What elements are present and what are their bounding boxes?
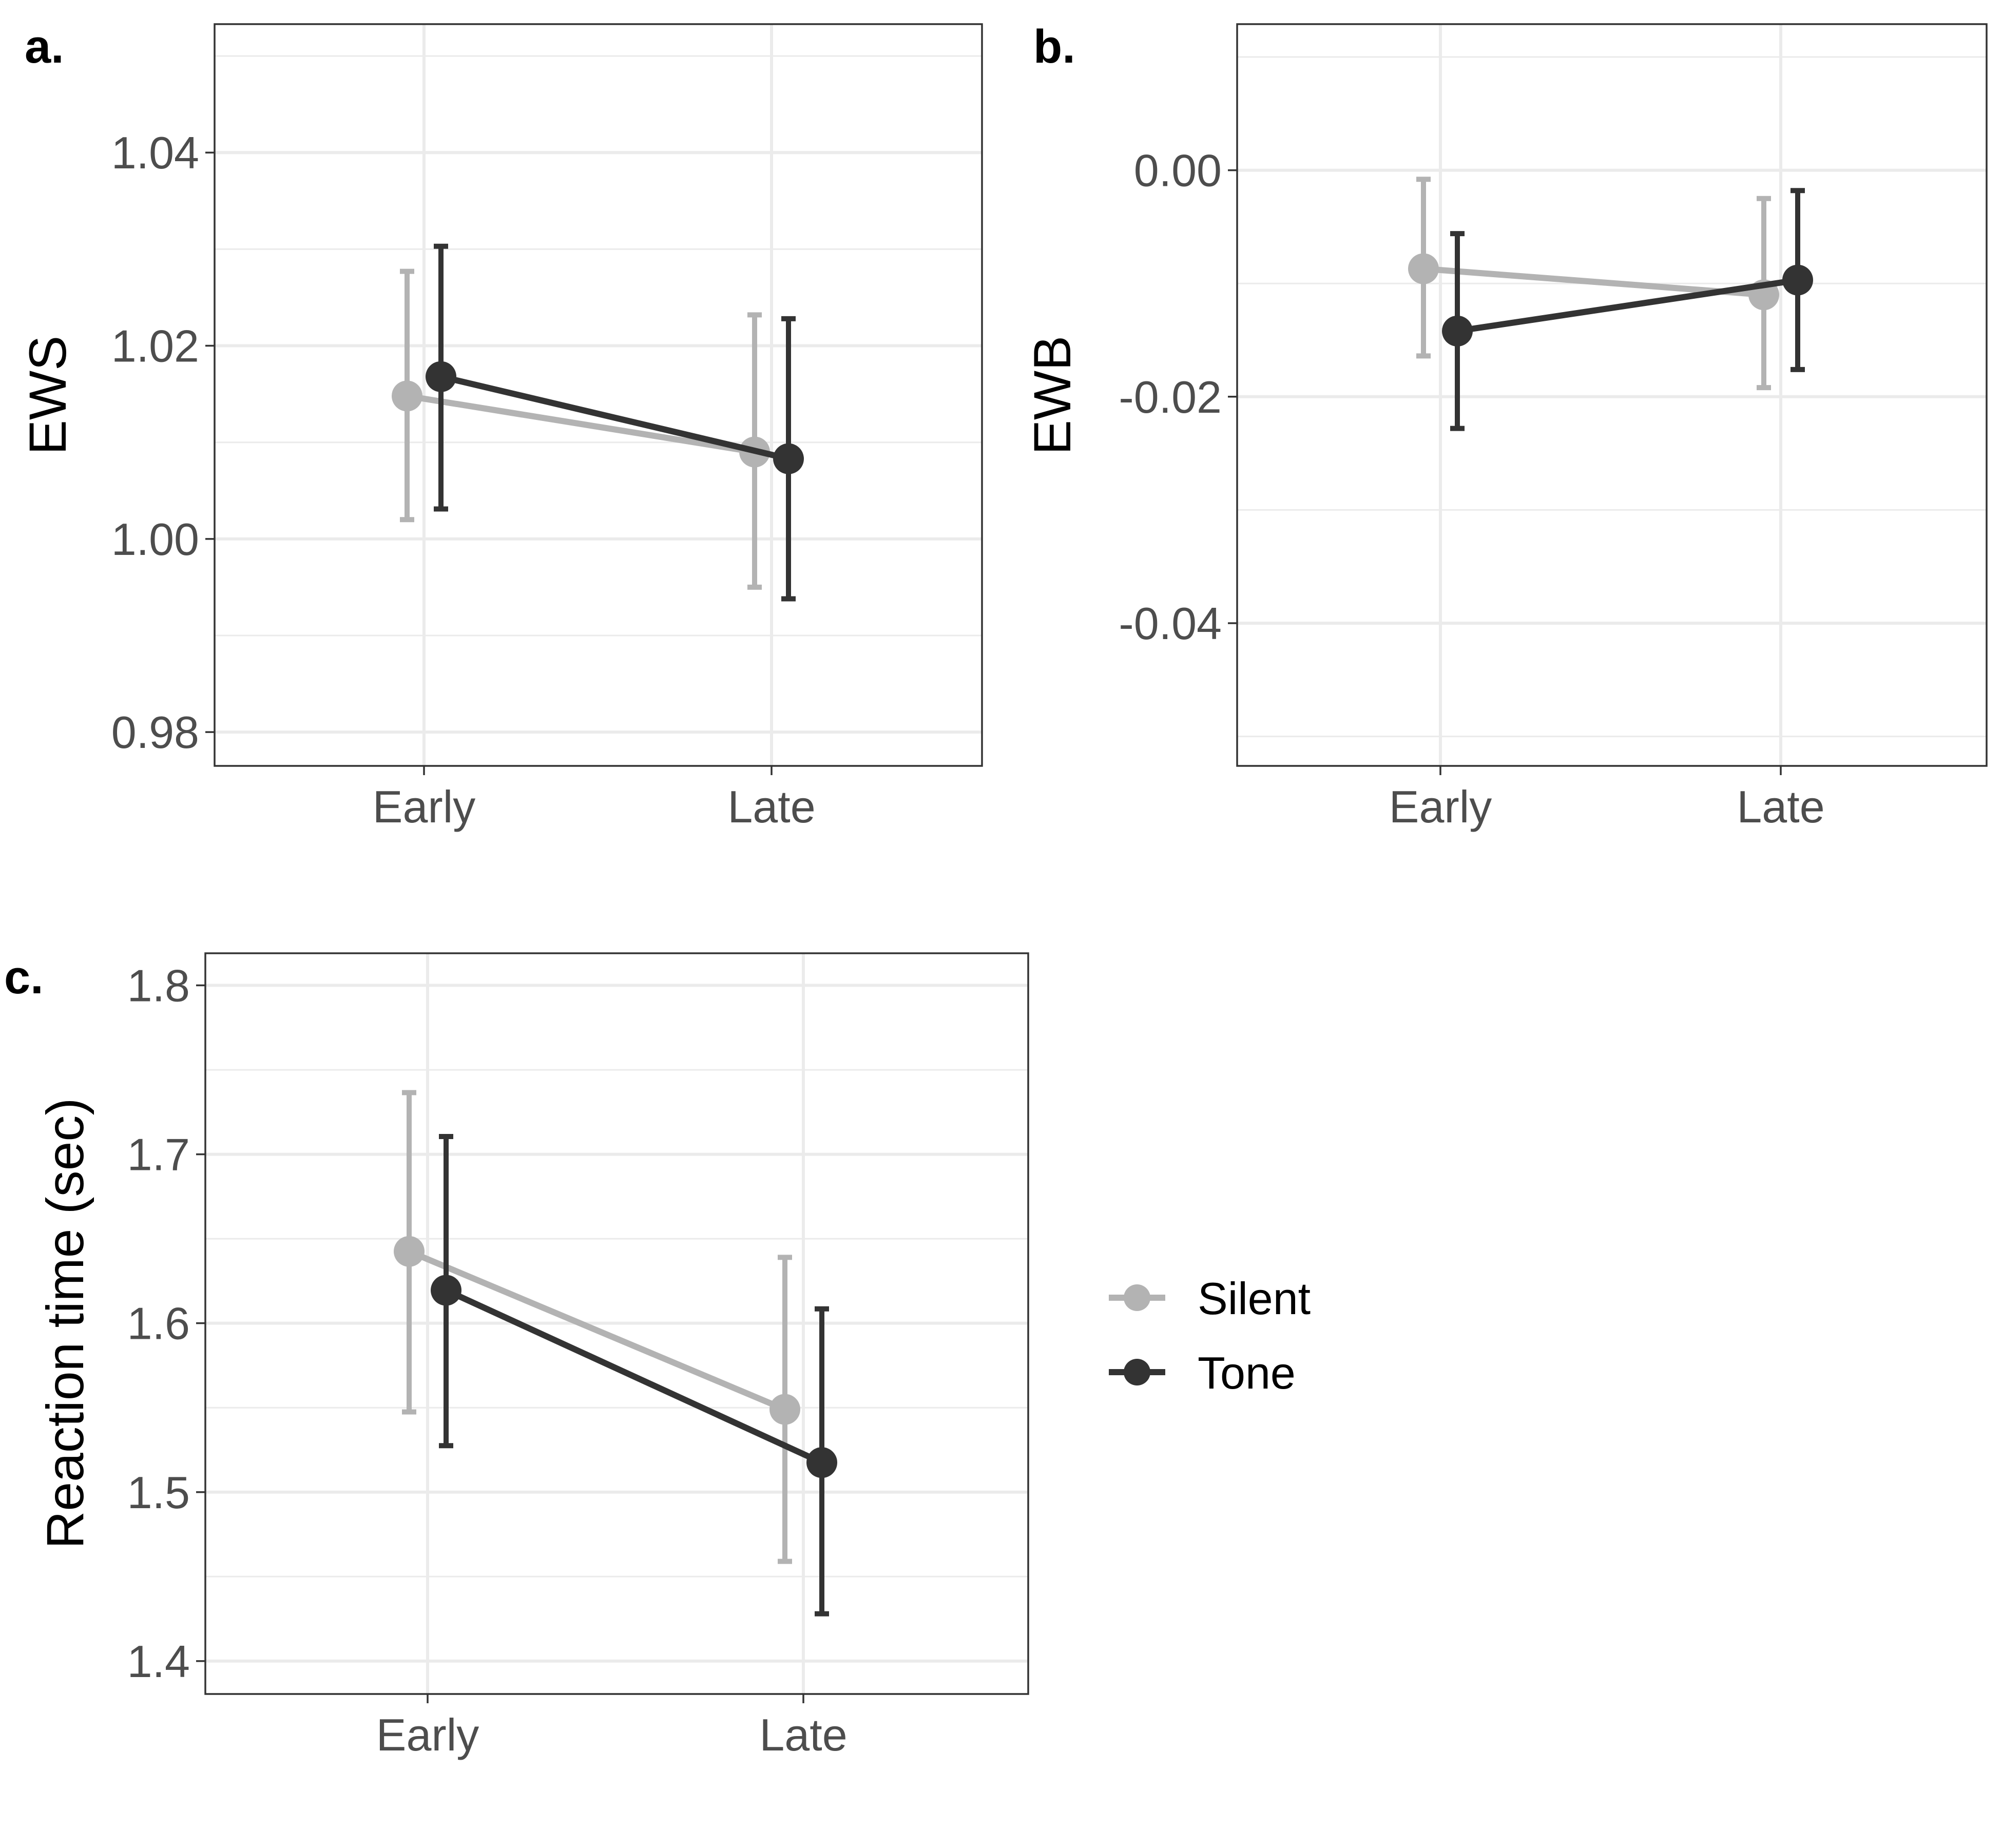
- legend-item-silent: Silent: [1109, 1273, 1311, 1324]
- panel-b-line-tone: [1457, 277, 1798, 334]
- panel-c-series: [394, 1090, 837, 1616]
- panel-c-point-tone: [431, 1275, 461, 1306]
- panel-a: a. 0.98 1.00 1.02 1.04 Early Late EWS: [18, 21, 983, 832]
- panel-c-point-silent: [769, 1394, 800, 1425]
- panel-a-y-tick-label: 1.04: [111, 127, 199, 178]
- panel-c-y-tick-label: 1.7: [127, 1129, 190, 1180]
- panel-b-point-silent: [1408, 253, 1439, 284]
- panel-a-point-tone: [773, 443, 804, 474]
- panel-a-line-silent: [407, 393, 755, 455]
- panel-a-background: [215, 24, 982, 766]
- panel-a-y-tick-label: 0.98: [111, 707, 199, 758]
- panel-a-letter: a.: [25, 21, 64, 73]
- panel-b-y-axis: -0.04 -0.02 0.00: [1119, 145, 1237, 649]
- panel-a-y-axis-title: EWS: [18, 336, 77, 455]
- panel-b-line-silent: [1423, 265, 1764, 298]
- panel-a-point-silent: [392, 380, 422, 412]
- panel-c-x-tick-label: Early: [376, 1709, 479, 1760]
- panel-a-series: [392, 243, 804, 602]
- panel-b-x-axis: Early Late: [1389, 766, 1825, 832]
- panel-b-x-tick-label: Late: [1737, 781, 1824, 832]
- panel-b-y-axis-title: EWB: [1023, 336, 1082, 455]
- panel-c-y-tick-label: 1.8: [127, 960, 190, 1011]
- panel-a-x-axis: Early Late: [373, 766, 816, 832]
- panel-a-grid: [215, 24, 982, 766]
- panel-b-letter: b.: [1033, 21, 1075, 73]
- panel-c-line-tone: [445, 1287, 823, 1466]
- panel-b-y-tick-label: 0.00: [1134, 145, 1222, 196]
- panel-a-y-tick-label: 1.02: [111, 321, 199, 372]
- panel-c-point-silent: [394, 1236, 425, 1267]
- legend-key-point-silent: [1124, 1284, 1150, 1311]
- legend-item-tone: Tone: [1109, 1348, 1296, 1398]
- panel-c-y-axis-title: Reaction time (sec): [36, 1098, 94, 1549]
- panel-b-border: [1236, 23, 1988, 767]
- legend-label-silent: Silent: [1198, 1273, 1311, 1324]
- panel-c-line-silent: [408, 1248, 786, 1413]
- panel-c: c. 1.4 1.5 1.6 1.7 1.8 Early Late Reaction ti…: [4, 951, 1029, 1760]
- panel-b-point-tone: [1782, 264, 1813, 296]
- legend-key-point-tone: [1124, 1359, 1150, 1385]
- panel-a-x-tick-label: Late: [727, 781, 815, 832]
- panel-b-series: [1408, 177, 1813, 431]
- legend: Silent Tone: [1109, 1273, 1311, 1398]
- panel-c-grid: [205, 953, 1028, 1694]
- panel-b-point-tone: [1442, 315, 1473, 346]
- panel-a-y-axis: 0.98 1.00 1.02 1.04: [111, 127, 215, 758]
- panel-c-point-tone: [806, 1447, 837, 1478]
- panel-c-y-tick-label: 1.5: [127, 1467, 190, 1518]
- panel-b-y-tick-label: -0.02: [1119, 372, 1222, 422]
- panel-c-letter: c.: [4, 951, 44, 1004]
- legend-label-tone: Tone: [1198, 1348, 1296, 1398]
- panel-c-x-tick-label: Late: [759, 1709, 847, 1760]
- panel-b-x-tick-label: Early: [1389, 781, 1492, 832]
- panel-c-y-tick-label: 1.6: [127, 1298, 190, 1349]
- panel-a-line-tone: [440, 373, 790, 462]
- panel-a-border: [214, 23, 983, 767]
- panel-a-y-tick-label: 1.00: [111, 514, 199, 565]
- panel-a-x-tick-label: Early: [373, 781, 476, 832]
- panel-b: b. -0.04 -0.02 0.00 Early Late EWB: [1023, 21, 1988, 832]
- panel-b-grid: [1237, 24, 1987, 766]
- panel-a-point-tone: [426, 361, 456, 392]
- panel-b-y-tick-label: -0.04: [1119, 598, 1222, 649]
- panel-c-y-tick-label: 1.4: [127, 1636, 190, 1687]
- panel-c-x-axis: Early Late: [376, 1694, 848, 1760]
- panel-b-background: [1237, 24, 1987, 766]
- panel-c-y-axis: 1.4 1.5 1.6 1.7 1.8: [127, 960, 205, 1687]
